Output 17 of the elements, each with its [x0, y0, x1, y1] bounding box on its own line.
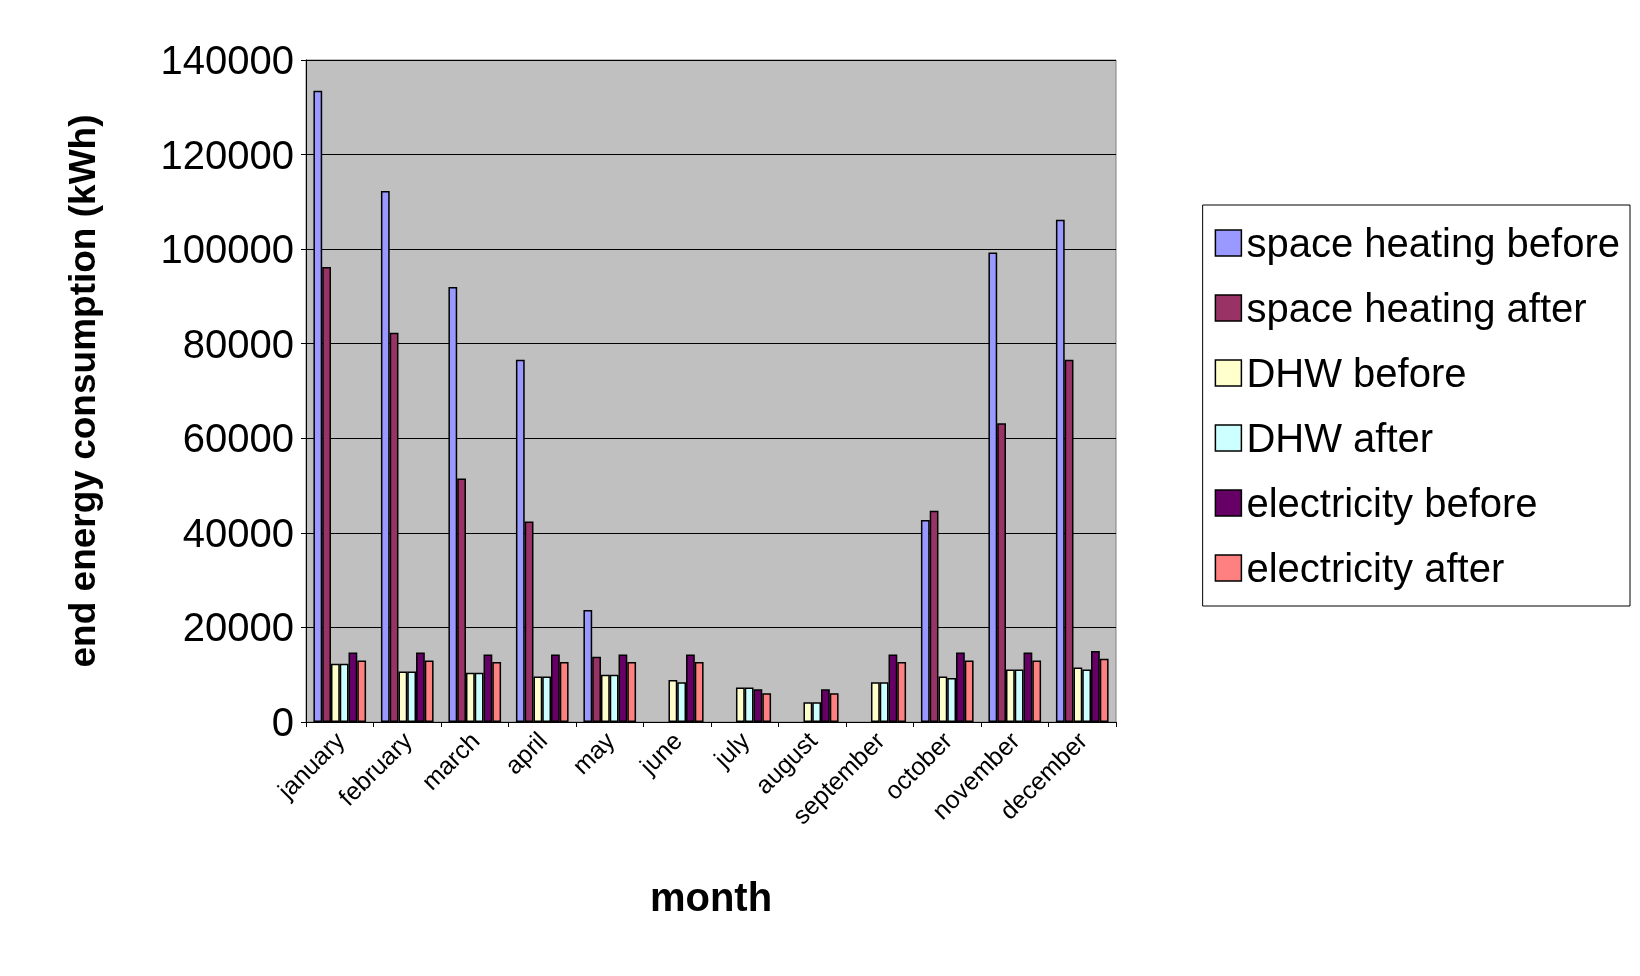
legend-label: electricity after	[1246, 546, 1505, 590]
legend-label: DHW before	[1246, 351, 1467, 395]
x-tick-label: july	[707, 725, 755, 774]
legend-label: space heating after	[1246, 286, 1587, 330]
y-tick-label: 20000	[182, 605, 294, 650]
y-tick-label: 120000	[160, 132, 294, 177]
x-tick-label: may	[566, 725, 621, 780]
y-tick-label: 80000	[182, 321, 294, 366]
y-tick-label: 100000	[160, 227, 294, 272]
y-tick-label: 60000	[182, 416, 294, 461]
legend-label: space heating before	[1246, 221, 1621, 265]
y-axis-title: end energy consumption (kWh)	[62, 114, 103, 668]
x-axis-title: month	[649, 875, 773, 919]
legend-label: DHW after	[1246, 416, 1434, 460]
y-tick-label: 40000	[182, 510, 294, 555]
y-tick-label: 140000	[160, 38, 294, 82]
legend-label: electricity before	[1246, 481, 1538, 525]
